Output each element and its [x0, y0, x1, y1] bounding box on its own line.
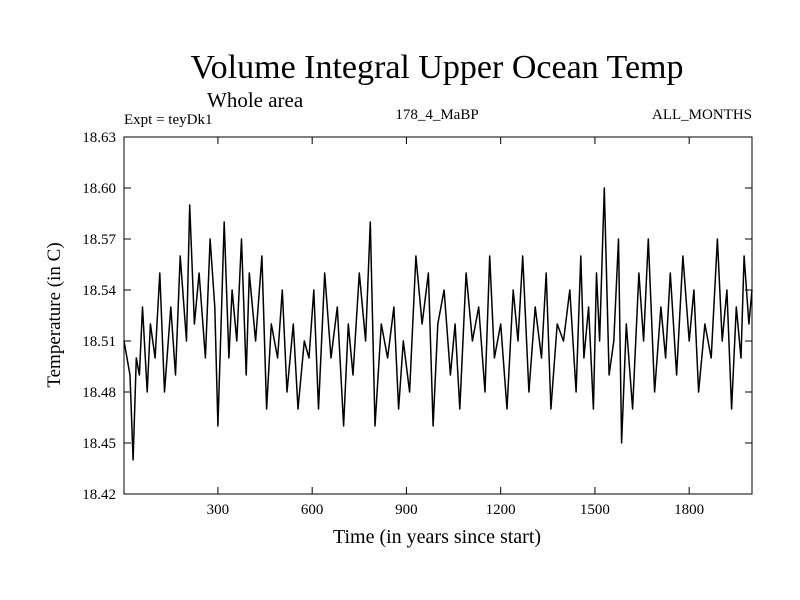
y-tick-label: 18.60: [82, 181, 116, 197]
season-label: ALL_MONTHS: [652, 107, 752, 123]
plot-area: 300 600 900 1200 1500 1800 18.4218.4518.4818.…: [82, 130, 753, 518]
y-tick-label: 18.54: [82, 283, 116, 299]
x-tick-label: 600: [301, 502, 324, 518]
y-axis-label: Temperature (in C): [44, 242, 65, 387]
y-tick-label: 18.63: [82, 130, 116, 146]
y-tick-label: 18.57: [82, 232, 116, 248]
y-tick-label: 18.51: [82, 334, 116, 350]
y-tick-label: 18.42: [82, 487, 116, 503]
x-tick-label: 1200: [486, 502, 516, 518]
x-tick-label: 900: [395, 502, 418, 518]
run-label: 178_4_MaBP: [395, 107, 478, 123]
x-axis-label: Time (in years since start): [333, 526, 541, 548]
experiment-label: Expt = teyDk1: [124, 112, 212, 128]
plot-frame: [123, 136, 753, 495]
temperature-series-line: [123, 187, 753, 461]
y-axis-ticks: 18.42 18.45 18.48 18.51 18.54 18.57 18.60 18.63: [82, 130, 752, 503]
y-tick-label: 18.48: [82, 385, 116, 401]
y-tick-label: 18.45: [82, 436, 116, 452]
x-tick-label: 1500: [580, 502, 610, 518]
x-tick-label: 1800: [674, 502, 704, 518]
x-tick-label: 300: [207, 502, 230, 518]
x-axis-ticks: 300 600 900 1200 1500 1800: [207, 137, 704, 518]
chart-title: Volume Integral Upper Ocean Temp: [191, 49, 684, 86]
chart-subtitle: Whole area: [207, 88, 304, 112]
